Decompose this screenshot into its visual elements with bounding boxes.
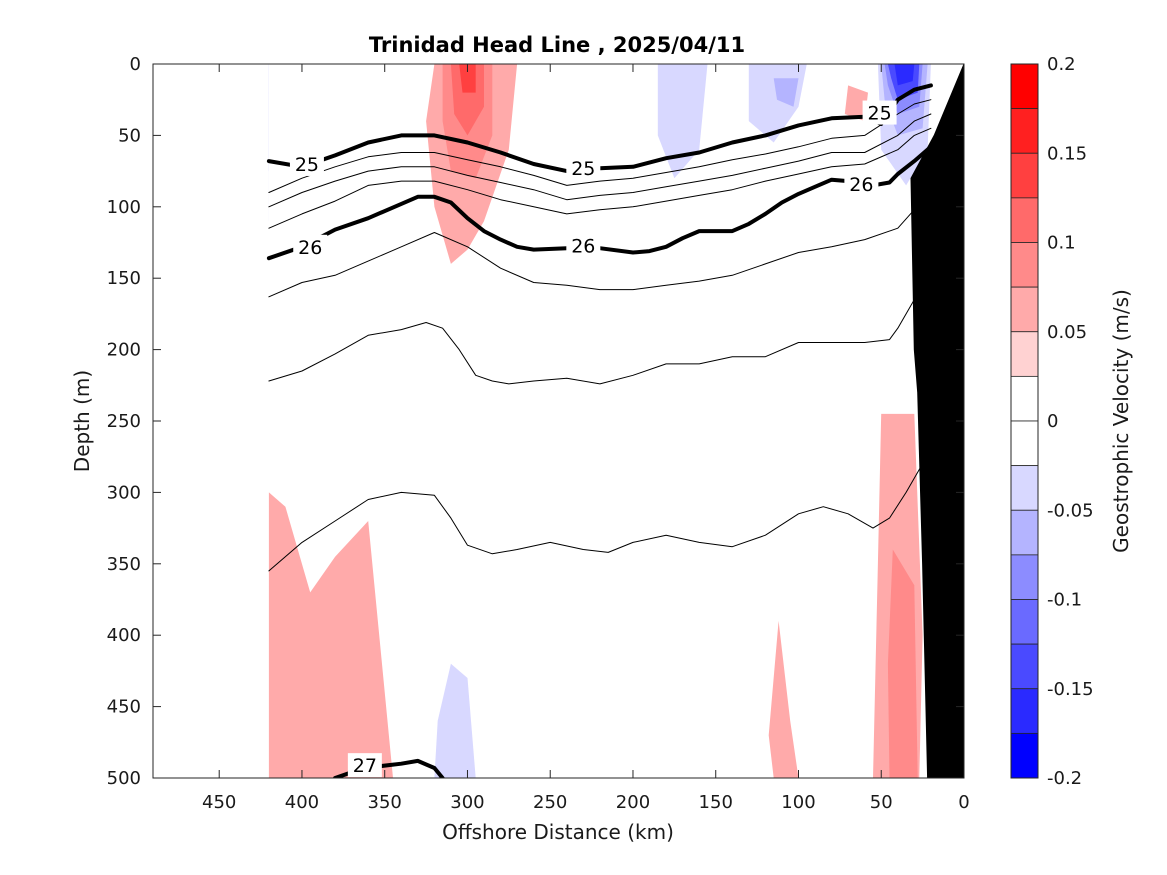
colorbar-band-13 [1010, 643, 1039, 690]
colorbar-band-11 [1010, 554, 1039, 600]
contour-label-25-1: 25 [571, 158, 595, 180]
x-tick-label: 100 [781, 792, 815, 813]
seafloor [910, 64, 964, 778]
x-tick-label: 200 [616, 792, 650, 813]
isopycnal-26_75 [268, 463, 924, 572]
velocity-patch-21 [421, 478, 493, 778]
colorbar-tick-label: -0.1 [1047, 590, 1082, 611]
velocity-patch-22 [434, 663, 476, 778]
y-axis-ticks: 0 50 100 150 200 250 300 350 400 450 500 [107, 54, 964, 789]
x-tick-label: 0 [958, 792, 969, 813]
colorbar-ticks: 0.2 0.15 0.1 0.05 0 -0.05 -0.1 -0.15 -0.2 [1047, 54, 1094, 789]
x-tick-label: 350 [368, 792, 402, 813]
y-tick-label: 450 [107, 697, 141, 718]
contour-label-27-0: 27 [353, 755, 377, 777]
y-tick-label: 250 [107, 411, 141, 432]
y-tick-label: 100 [107, 197, 141, 218]
colorbar-band-1 [1010, 108, 1039, 154]
colorbar-bands [1010, 63, 1039, 779]
chart-title: Trinidad Head Line , 2025/04/11 [369, 33, 745, 57]
colorbar-tick-label: 0.2 [1047, 54, 1076, 75]
colorbar-band-0 [1010, 63, 1039, 110]
x-tick-label: 400 [285, 792, 319, 813]
colorbar-band-12 [1010, 599, 1039, 645]
isopycnal-26_5 [268, 274, 932, 385]
contour-label-bg [566, 233, 601, 258]
x-axis-label: Offshore Distance (km) [442, 820, 674, 844]
y-tick-label: 0 [130, 54, 141, 75]
y-tick-label: 200 [107, 340, 141, 361]
y-tick-label: 150 [107, 268, 141, 289]
contour-label-bg [862, 100, 897, 125]
velocity-patch-19 [894, 64, 915, 86]
density-contour-labels: 25 25 25 26 26 26 27 [289, 100, 897, 778]
velocity-patch-23 [768, 620, 799, 778]
velocity-patch-9 [657, 64, 708, 179]
isopycnal-25_75 [268, 127, 932, 229]
contour-label-25-2: 25 [867, 103, 891, 125]
x-tick-label: 450 [202, 792, 236, 813]
colorbar-frame [1010, 63, 1039, 779]
velocity-patch-7 [459, 64, 476, 93]
colorbar-band-15 [1010, 732, 1039, 779]
velocity-patch-3 [268, 64, 443, 264]
y-axis-label: Depth (m) [70, 370, 94, 472]
velocity-contourf [268, 64, 931, 778]
bathymetry-mask [910, 64, 964, 778]
isopycnal-25_25 [268, 99, 932, 193]
y-tick-label: 350 [107, 554, 141, 575]
colorbar-tick-label: -0.15 [1047, 679, 1094, 700]
velocity-patch-6 [450, 64, 484, 136]
colorbar-band-2 [1010, 152, 1039, 199]
y-tick-label: 400 [107, 625, 141, 646]
contour-label-bg [293, 234, 328, 259]
colorbar-tick-label: 0.15 [1047, 143, 1087, 164]
velocity-patch-20 [268, 492, 393, 778]
colorbar-band-7 [1010, 375, 1039, 422]
y-tick-label: 50 [118, 125, 141, 146]
velocity-patch-25 [887, 549, 918, 778]
x-tick-label: 300 [450, 792, 484, 813]
colorbar: 0.2 0.15 0.1 0.05 0 -0.05 -0.1 -0.15 -0.2 Geostr… [1010, 54, 1133, 789]
colorbar-band-9 [1010, 465, 1039, 511]
y-tick-label: 500 [107, 768, 141, 789]
x-tick-label: 150 [699, 792, 733, 813]
contour-label-bg [347, 753, 382, 778]
colorbar-band-8 [1010, 420, 1039, 467]
colorbar-tick-label: 0 [1047, 411, 1058, 432]
isopycnal-26 [266, 144, 933, 261]
contour-label-26-1: 26 [571, 235, 595, 257]
colorbar-tick-label: -0.2 [1047, 768, 1082, 789]
contour-label-bg [566, 156, 601, 181]
colorbar-band-3 [1010, 197, 1039, 243]
y-tick-label: 300 [107, 482, 141, 503]
colorbar-band-14 [1010, 688, 1039, 734]
velocity-patch-12 [773, 78, 799, 107]
x-axis-ticks: 450 400 350 300 250 200 150 100 50 0 [202, 64, 970, 813]
colorbar-band-4 [1010, 242, 1039, 288]
velocity-patch-13 [844, 85, 868, 122]
contour-label-bg [289, 151, 324, 176]
colorbar-tick-label: 0.05 [1047, 322, 1087, 343]
contour-label-26-0: 26 [298, 237, 322, 259]
contour-label-25-0: 25 [295, 154, 319, 176]
colorbar-band-6 [1010, 331, 1039, 377]
colorbar-tick-label: 0.1 [1047, 233, 1076, 254]
isopycnal-25_5 [268, 113, 932, 208]
colorbar-label: Geostrophic Velocity (m/s) [1109, 289, 1133, 553]
x-tick-label: 50 [870, 792, 893, 813]
plot-area: 25 25 25 26 26 26 27 [153, 64, 964, 778]
colorbar-tick-label: -0.05 [1047, 500, 1094, 521]
colorbar-band-10 [1010, 509, 1039, 556]
contour-label-bg [844, 171, 879, 196]
colorbar-band-5 [1010, 286, 1039, 333]
isopycnal-26_25 [268, 192, 932, 298]
contour-label-26-2: 26 [849, 174, 873, 196]
x-tick-label: 250 [533, 792, 567, 813]
